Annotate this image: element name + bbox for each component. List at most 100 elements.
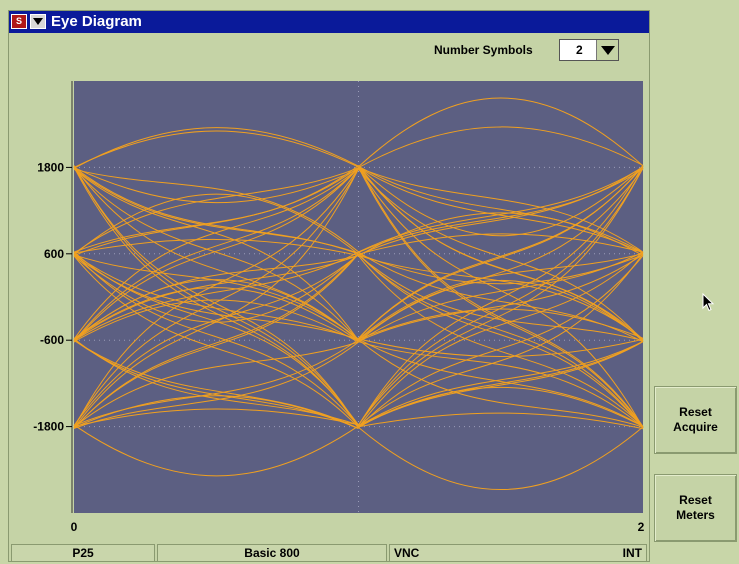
status-system: Basic 800 [157,544,387,562]
eye-trace [358,168,644,253]
eye-trace [358,166,644,342]
eye-trace [73,168,359,429]
eye-trace [73,168,359,341]
eye-trace [73,255,359,428]
eye-trace [358,340,644,427]
eye-trace [73,341,359,429]
toolbar: Number Symbols 2 [9,33,649,71]
eye-trace [73,254,359,426]
eye-trace [358,412,644,430]
y-tick-label: -1800 [33,420,64,434]
eye-trace [73,339,359,429]
eye-trace [358,97,644,168]
eye-trace [73,424,359,477]
eye-trace [358,338,644,357]
number-symbols-label: Number Symbols [434,43,533,57]
eye-trace [73,166,359,342]
eye-diagram-chart: 1800 600 -600 -1800 0 2 [33,81,645,534]
status-mode: VNC [394,546,420,560]
status-bar: P25 Basic 800 VNC INT [9,544,649,562]
eye-trace [73,299,359,343]
eye-trace [358,212,644,257]
number-symbols-select[interactable]: 2 [559,39,619,61]
eye-trace [358,341,644,428]
eye-trace [73,279,359,340]
eye-trace [358,386,644,428]
eye-trace [73,168,359,340]
eye-trace [358,252,644,340]
y-tick-label: -600 [40,333,64,347]
window-menu-icon[interactable] [30,14,46,29]
eye-trace [358,308,644,340]
eye-trace [73,193,359,255]
y-tick-label: 600 [44,247,64,261]
eye-trace [73,254,359,340]
eye-trace [358,126,644,169]
eye-traces [73,97,644,490]
status-mode-cell: VNC INT [389,544,647,562]
eye-trace [73,252,359,427]
eye-trace [358,338,644,427]
eye-trace [73,167,359,253]
status-source: INT [622,546,642,560]
eye-trace [73,253,359,341]
eye-trace [358,251,644,343]
eye-trace [358,253,644,429]
eye-trace [358,254,644,429]
y-tick-label: 1800 [37,160,64,174]
eye-trace [358,165,644,339]
eye-trace [358,251,644,428]
eye-trace [358,253,644,342]
eye-trace [73,130,359,168]
reset-meters-button[interactable]: Reset Meters [654,474,737,542]
status-protocol: P25 [11,544,155,562]
eye-trace [358,426,644,490]
eye-trace [73,168,359,429]
eye-trace [358,255,644,427]
eye-trace [73,165,359,428]
eye-trace [73,339,359,429]
eye-diagram-window: S Eye Diagram Number Symbols 2 1800 600 -6… [8,10,650,562]
eye-trace [73,166,359,255]
eye-trace [358,165,644,426]
eye-trace [73,252,359,430]
eye-trace [73,167,359,254]
eye-trace [358,166,644,254]
eye-trace [358,255,644,429]
window-system-icon[interactable]: S [11,14,27,29]
eye-trace [73,168,359,427]
eye-trace [73,167,359,343]
eye-trace [73,395,359,430]
eye-trace [358,233,644,255]
dropdown-arrow-icon[interactable] [596,40,618,60]
eye-trace [358,165,644,254]
eye-trace [73,251,359,341]
reset-acquire-button[interactable]: Reset Acquire [654,386,737,454]
eye-trace [73,238,359,256]
eye-trace [73,341,359,428]
x-tick-label: 0 [71,520,78,534]
eye-trace [358,254,644,342]
window-title: Eye Diagram [51,13,142,30]
eye-trace [73,287,359,342]
eye-trace [73,167,359,342]
eye-trace [358,165,644,427]
mouse-pointer-icon [702,293,715,312]
eye-trace [358,339,644,428]
eye-trace [73,127,359,169]
eye-trace [358,165,644,256]
title-bar: S Eye Diagram [9,11,649,33]
eye-trace [358,167,644,426]
eye-trace [358,280,644,341]
eye-trace [73,165,359,257]
eye-trace [358,165,644,237]
eye-trace [358,167,644,429]
eye-trace [73,253,359,429]
eye-trace [73,408,359,427]
eye-trace [358,167,644,426]
number-symbols-value: 2 [576,43,583,57]
eye-trace [358,253,644,427]
eye-trace [73,166,359,428]
x-tick-label: 2 [638,520,645,534]
eye-trace [73,166,359,204]
